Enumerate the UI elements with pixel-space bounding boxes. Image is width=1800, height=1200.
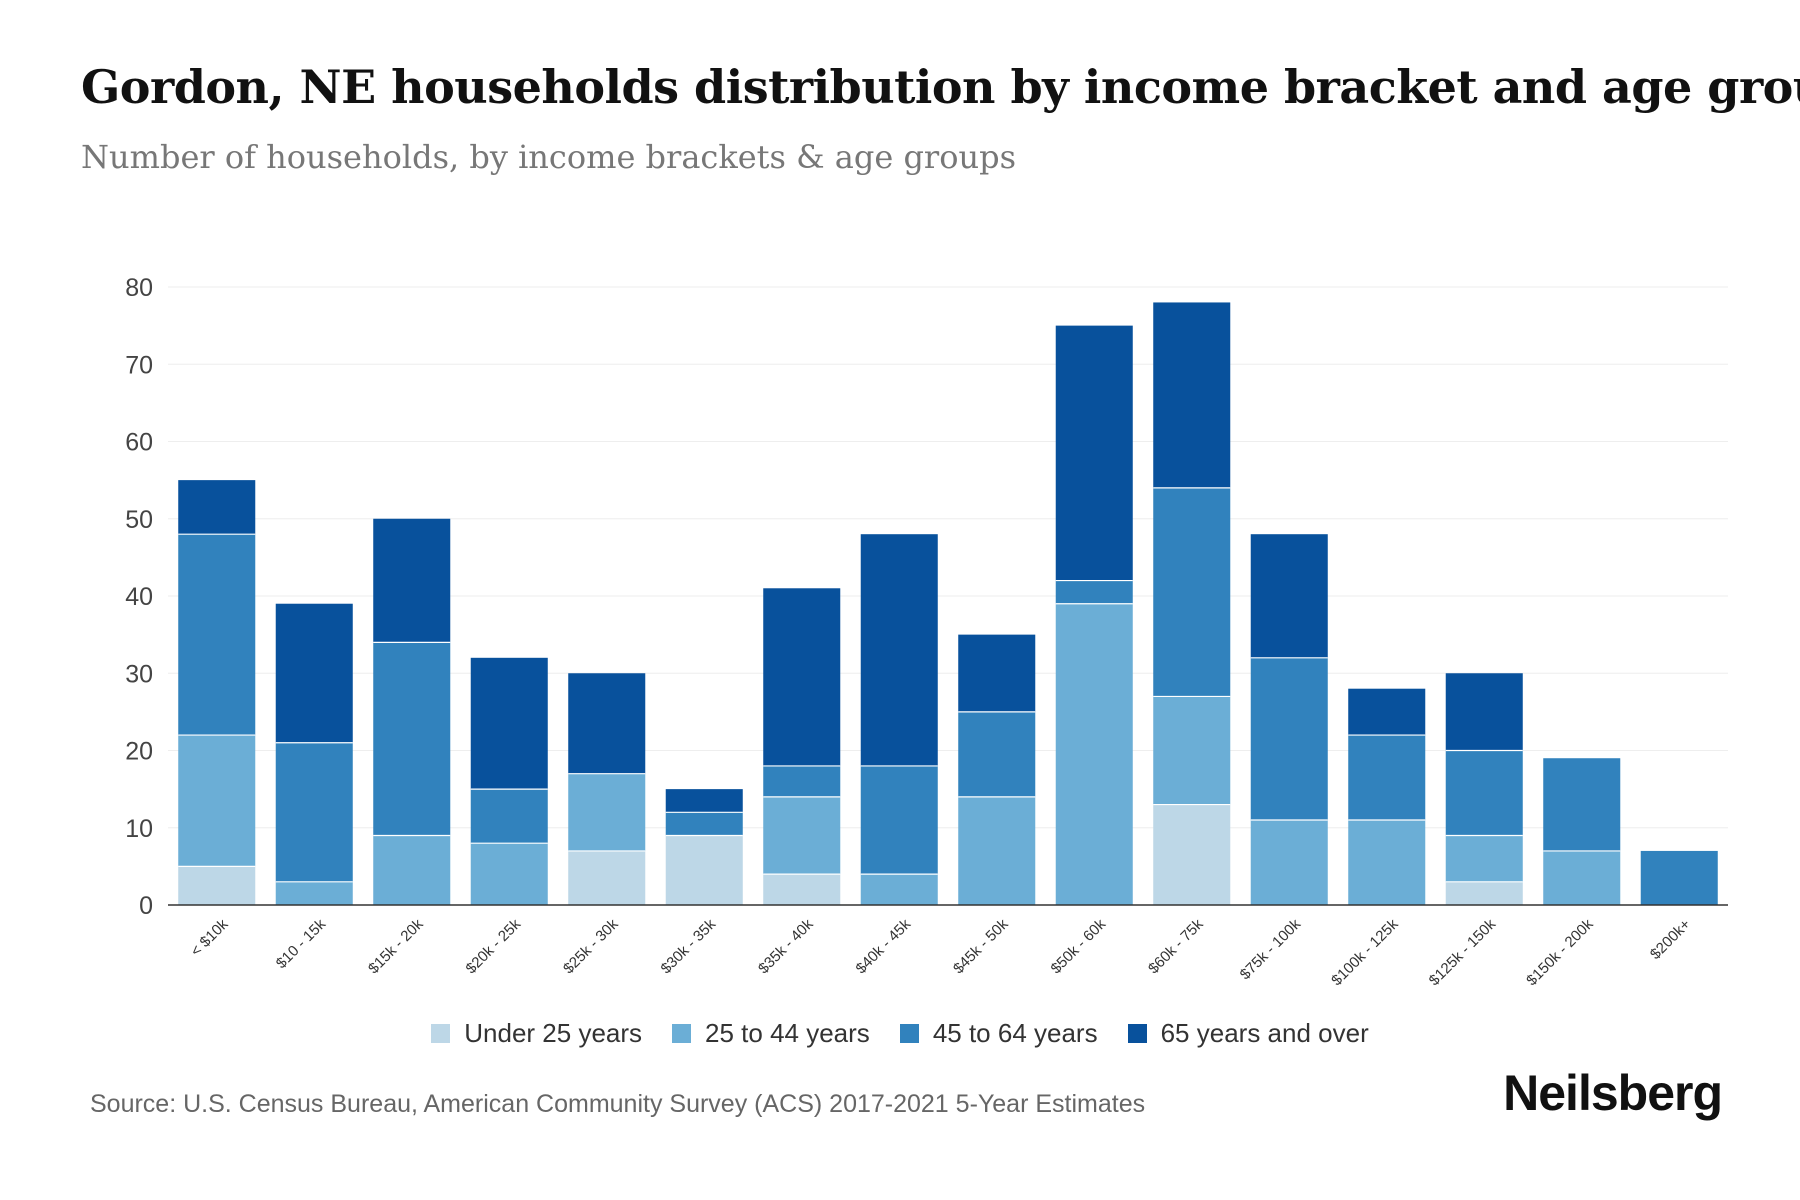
bar-6-series-0: [763, 874, 841, 905]
bar-13-series-0: [1445, 881, 1523, 905]
legend-swatch-65-plus: [1127, 1024, 1147, 1043]
x-tick-label-8: $45k - 50k: [950, 915, 1012, 977]
y-tick-label-20: 20: [125, 738, 153, 766]
x-tick-label-7: $40k - 45k: [853, 915, 915, 977]
x-tick-label-3: $20k - 25k: [463, 915, 525, 977]
source-note: Source: U.S. Census Bureau, American Com…: [90, 1090, 1146, 1118]
x-tick-label-5: $30k - 35k: [658, 915, 720, 977]
bar-7-series-3: [860, 534, 938, 766]
bar-6-series-3: [763, 588, 841, 766]
bar-3-series-2: [470, 789, 548, 844]
bar-13-series-3: [1445, 673, 1523, 751]
bar-9-series-3: [1055, 325, 1133, 581]
legend-swatch-45-64: [899, 1024, 919, 1043]
bar-0-series-0: [178, 866, 256, 905]
x-tick-label-4: $25k - 30k: [560, 915, 622, 977]
bar-13-series-2: [1445, 750, 1523, 836]
legend-label-65-plus: 65 years and over: [1160, 1018, 1369, 1048]
bar-12-series-3: [1348, 688, 1426, 736]
bar-11-series-1: [1250, 820, 1328, 905]
x-tick-label-6: $35k - 40k: [755, 915, 817, 977]
bar-11-series-2: [1250, 657, 1328, 821]
bar-13-series-1: [1445, 835, 1523, 882]
y-tick-label-60: 60: [125, 429, 153, 457]
x-tick-label-10: $60k - 75k: [1145, 915, 1207, 977]
chart-title: Gordon, NE households distribution by in…: [81, 60, 1800, 114]
x-tick-label-14: $150k - 200k: [1523, 915, 1597, 989]
bar-2-series-1: [373, 835, 451, 905]
bar-1-series-2: [275, 742, 353, 882]
x-tick-label-15: $200k+: [1647, 916, 1694, 963]
bar-11-series-3: [1250, 534, 1328, 658]
x-tick-label-9: $50k - 60k: [1048, 915, 1110, 977]
y-tick-label-40: 40: [125, 583, 153, 611]
bar-8-series-2: [958, 711, 1036, 797]
bar-4-series-3: [568, 673, 646, 774]
bar-5-series-2: [665, 812, 743, 836]
chart-subtitle: Number of households, by income brackets…: [81, 138, 1016, 176]
legend: Under 25 years 25 to 44 years 45 to 64 y…: [0, 1018, 1800, 1049]
bar-2-series-3: [373, 518, 451, 643]
bar-5-series-3: [665, 789, 743, 813]
bar-9-series-2: [1055, 580, 1133, 604]
y-tick-label-0: 0: [139, 892, 153, 920]
legend-item-under-25: Under 25 years: [431, 1018, 642, 1049]
bar-14-series-2: [1543, 758, 1621, 851]
x-tick-label-1: $10 - 15k: [273, 915, 330, 972]
y-tick-label-70: 70: [125, 351, 153, 379]
brand-logo: Neilsberg: [1503, 1065, 1723, 1121]
y-tick-label-10: 10: [125, 815, 153, 843]
y-tick-label-50: 50: [125, 506, 153, 534]
x-tick-label-0: < $10k: [187, 915, 232, 960]
bar-7-series-2: [860, 765, 938, 875]
bar-8-series-1: [958, 796, 1036, 905]
x-tick-label-13: $125k - 150k: [1426, 915, 1500, 989]
bar-10-series-0: [1153, 804, 1231, 905]
bar-3-series-3: [470, 657, 548, 790]
legend-swatch-under-25: [431, 1024, 451, 1043]
bar-9-series-1: [1055, 603, 1133, 905]
legend-label-under-25: Under 25 years: [464, 1018, 643, 1048]
bars: [178, 302, 1718, 905]
bar-12-series-1: [1348, 820, 1426, 905]
x-tick-label-12: $100k - 125k: [1328, 915, 1402, 989]
legend-item-65-plus: 65 years and over: [1127, 1018, 1369, 1049]
x-tick-label-11: $75k - 100k: [1237, 915, 1305, 983]
y-tick-label-80: 80: [125, 274, 153, 302]
legend-label-25-44: 25 to 44 years: [705, 1018, 870, 1048]
bar-0-series-2: [178, 534, 256, 736]
bar-0-series-1: [178, 735, 256, 867]
bar-12-series-2: [1348, 735, 1426, 821]
legend-item-25-44: 25 to 44 years: [672, 1018, 870, 1049]
bar-15-series-2: [1640, 850, 1718, 905]
stacked-bar-chart: 0 10 20 30 40 50 60 70 80 < $10k $10 - 15k $15k - 2…: [125, 274, 1728, 989]
bar-5-series-0: [665, 835, 743, 905]
bar-4-series-0: [568, 850, 646, 905]
bar-10-series-3: [1153, 302, 1231, 488]
bar-2-series-2: [373, 642, 451, 836]
bar-6-series-2: [763, 765, 841, 797]
bar-0-series-3: [178, 480, 256, 535]
bar-3-series-1: [470, 843, 548, 905]
bar-8-series-3: [958, 634, 1036, 712]
bar-7-series-1: [860, 874, 938, 905]
legend-item-45-64: 45 to 64 years: [899, 1018, 1098, 1049]
bar-14-series-1: [1543, 850, 1621, 905]
bar-10-series-1: [1153, 696, 1231, 805]
bar-10-series-2: [1153, 487, 1231, 697]
y-tick-label-30: 30: [125, 660, 153, 688]
bar-1-series-3: [275, 603, 353, 743]
bar-1-series-1: [275, 881, 353, 905]
bar-4-series-1: [568, 773, 646, 851]
legend-swatch-25-44: [672, 1024, 692, 1043]
bar-6-series-1: [763, 796, 841, 875]
x-tick-label-2: $15k - 20k: [365, 915, 427, 977]
legend-label-45-64: 45 to 64 years: [932, 1018, 1098, 1048]
